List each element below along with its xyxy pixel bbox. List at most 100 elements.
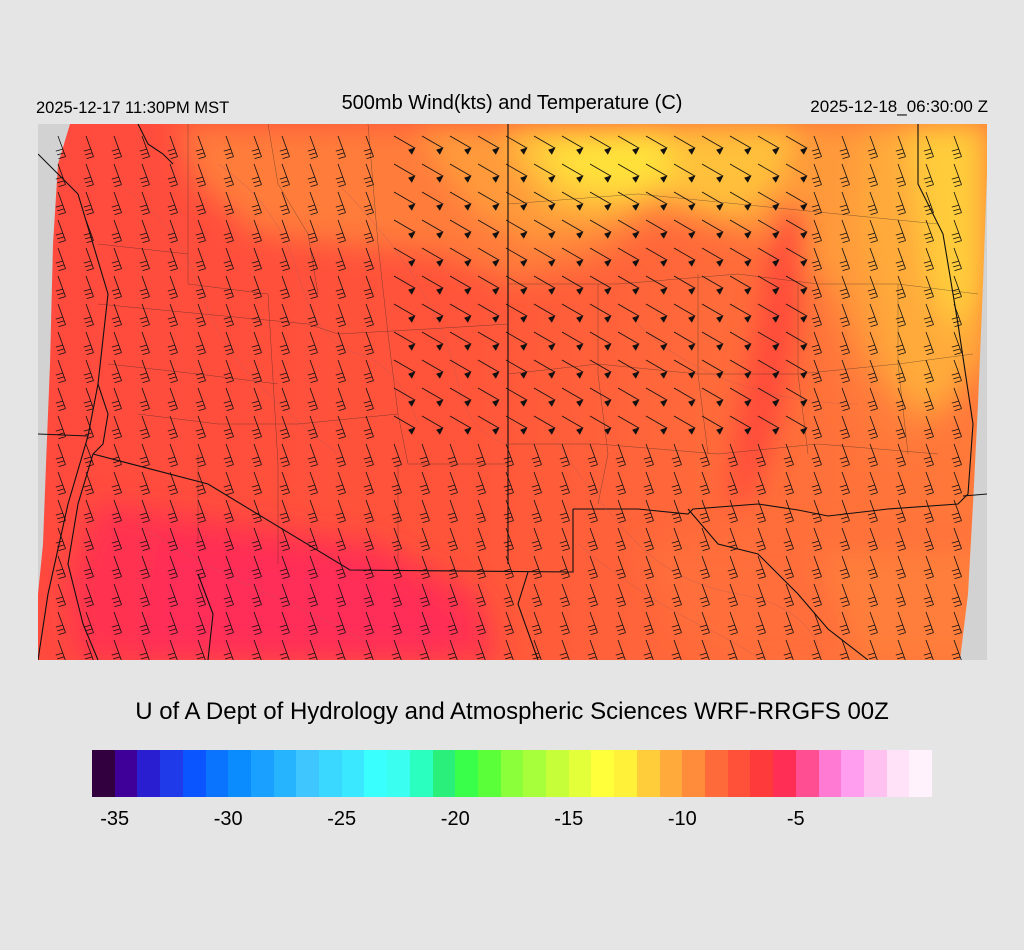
wind-barb	[503, 611, 514, 636]
wind-barb	[279, 135, 290, 160]
wind-barb	[167, 499, 178, 524]
wind-barb	[559, 527, 570, 552]
wind-barb	[533, 303, 556, 323]
wind-barb	[895, 247, 906, 272]
wind-barb	[783, 555, 794, 580]
wind-barb	[533, 331, 556, 351]
wind-barb	[729, 163, 752, 183]
wind-barb	[335, 471, 346, 496]
wind-barb	[673, 191, 696, 211]
wind-barb	[475, 471, 486, 496]
wind-barb	[559, 555, 570, 580]
wind-barb	[449, 303, 472, 323]
wind-barb	[951, 415, 962, 440]
wind-barb	[673, 415, 696, 435]
wind-barb	[839, 583, 850, 608]
wind-barb	[811, 471, 822, 496]
wind-barb	[447, 527, 458, 552]
wind-barb	[279, 331, 290, 356]
wind-barb	[951, 555, 962, 580]
wind-barb	[83, 247, 94, 272]
wind-barb	[673, 135, 696, 155]
wind-barb	[895, 443, 906, 468]
wind-barb	[279, 191, 290, 216]
wind-barb	[867, 555, 878, 580]
wind-barb	[587, 639, 598, 660]
wind-barb	[587, 443, 598, 468]
wind-barb	[393, 359, 416, 379]
wind-barb	[477, 219, 500, 239]
wind-barb	[811, 583, 822, 608]
wind-barb	[895, 471, 906, 496]
wind-barb	[951, 527, 962, 552]
wind-barb	[645, 303, 668, 323]
wind-barb	[923, 387, 934, 412]
wind-barb	[335, 247, 346, 272]
wind-barb	[645, 247, 668, 267]
wind-barb	[559, 611, 570, 636]
wind-barb	[701, 303, 724, 323]
wind-barb	[811, 443, 822, 468]
wind-barb	[223, 387, 234, 412]
wind-barb	[811, 527, 822, 552]
colorbar-tick-label: -20	[440, 808, 470, 830]
wind-barb	[589, 415, 612, 435]
wind-barb	[279, 583, 290, 608]
wind-barb	[839, 219, 850, 244]
wind-barb	[503, 443, 514, 468]
wind-barb	[449, 247, 472, 267]
wind-barb	[729, 303, 752, 323]
wind-barb	[895, 639, 906, 660]
wind-barb	[785, 191, 808, 211]
colorbar-swatch	[205, 750, 229, 797]
wind-barb	[895, 191, 906, 216]
wind-barb	[55, 163, 66, 188]
wind-barb	[785, 387, 808, 407]
wind-barb	[477, 247, 500, 267]
wind-barb	[757, 163, 780, 183]
wind-barb	[419, 527, 430, 552]
wind-barb	[475, 443, 486, 468]
wind-barb	[195, 163, 206, 188]
wind-barb	[167, 611, 178, 636]
wind-barb	[699, 639, 710, 660]
wind-barb	[727, 611, 738, 636]
wind-barb	[335, 555, 346, 580]
wind-barb	[867, 163, 878, 188]
wind-barb	[783, 443, 794, 468]
wind-barb	[727, 527, 738, 552]
wind-barb	[477, 387, 500, 407]
wind-barb	[449, 163, 472, 183]
wind-barb	[867, 331, 878, 356]
wind-barb	[645, 359, 668, 379]
wind-barb	[533, 415, 556, 435]
wind-barb	[951, 163, 962, 188]
wind-barb	[589, 163, 612, 183]
wind-barb	[419, 583, 430, 608]
wind-barb	[839, 163, 850, 188]
wind-barb	[701, 219, 724, 239]
wind-barb	[645, 163, 668, 183]
wind-barb	[951, 191, 962, 216]
wind-barb	[559, 639, 570, 660]
wind-barb	[55, 303, 66, 328]
wind-barb	[785, 359, 808, 379]
wind-barb	[615, 639, 626, 660]
wind-barb	[785, 135, 808, 155]
wind-barb	[757, 387, 780, 407]
wind-barb	[505, 415, 528, 435]
wind-barb	[139, 275, 150, 300]
wind-barb	[503, 499, 514, 524]
wind-barb	[839, 555, 850, 580]
wind-barb	[223, 247, 234, 272]
wind-barb	[757, 359, 780, 379]
wind-barb	[643, 639, 654, 660]
wind-barb	[867, 359, 878, 384]
wind-barb	[531, 611, 542, 636]
wind-barb	[83, 471, 94, 496]
wind-barb	[727, 639, 738, 660]
wind-barb	[701, 415, 724, 435]
wind-barb	[671, 443, 682, 468]
off-domain-areas	[38, 124, 987, 660]
wind-barb	[139, 471, 150, 496]
